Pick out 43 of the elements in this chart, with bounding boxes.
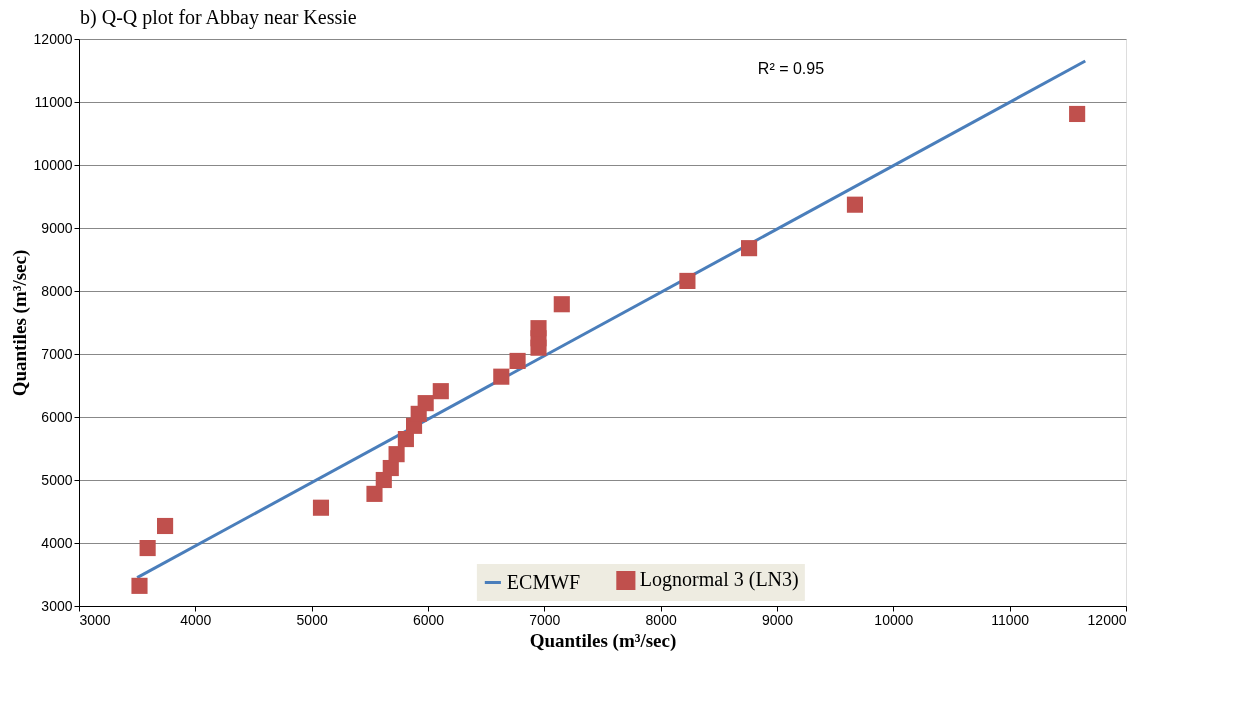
point xyxy=(846,196,864,213)
point xyxy=(388,446,405,463)
point xyxy=(312,499,330,516)
point xyxy=(493,368,510,385)
x-tick-label: 7000 xyxy=(529,611,561,628)
x-tick-label: 9000 xyxy=(761,611,794,628)
point xyxy=(1069,105,1086,123)
point xyxy=(530,320,547,337)
y-tick-label: 5000 xyxy=(41,471,73,488)
point xyxy=(157,517,174,535)
y-tick-label: 10000 xyxy=(33,156,73,173)
x-tick-label: 10000 xyxy=(874,611,914,628)
y-tick-label: 3000 xyxy=(41,597,73,614)
point xyxy=(741,240,758,257)
legend-label: ECMWF xyxy=(506,570,581,593)
x-tick-label: 5000 xyxy=(296,611,328,628)
y-tick-label: 9000 xyxy=(41,219,73,236)
x-tick-label: 12000 xyxy=(1087,611,1127,628)
point xyxy=(432,383,449,400)
annotation: R² = 0.95 xyxy=(757,60,825,77)
x-axis-title: Quantiles (m³/sec) xyxy=(529,629,677,652)
x-tick-label: 11000 xyxy=(991,611,1030,628)
y-tick-label: 11000 xyxy=(34,93,73,110)
x-tick-label: 6000 xyxy=(412,611,445,628)
point xyxy=(509,352,526,369)
point xyxy=(382,459,399,477)
x-tick-label: 4000 xyxy=(180,611,212,628)
point xyxy=(417,395,434,412)
y-tick-label: 8000 xyxy=(41,282,73,299)
legend-label: Lognormal 3 (LN3) xyxy=(639,568,799,592)
point xyxy=(366,485,383,502)
point xyxy=(131,577,148,594)
y-tick-label: 12000 xyxy=(33,30,73,47)
y-tick-label: 6000 xyxy=(41,408,73,425)
y-tick-label: 7000 xyxy=(41,345,73,362)
point xyxy=(679,272,696,289)
x-tick-label: 3000 xyxy=(79,611,111,628)
point xyxy=(553,296,570,313)
point xyxy=(139,539,156,557)
chart-title: b) Q-Q plot for Abbay near Kessie xyxy=(80,6,357,29)
y-tick-label: 4000 xyxy=(41,534,73,551)
x-tick-label: 8000 xyxy=(645,611,677,628)
y-axis-title: Quantiles (m³/sec) xyxy=(8,249,31,397)
